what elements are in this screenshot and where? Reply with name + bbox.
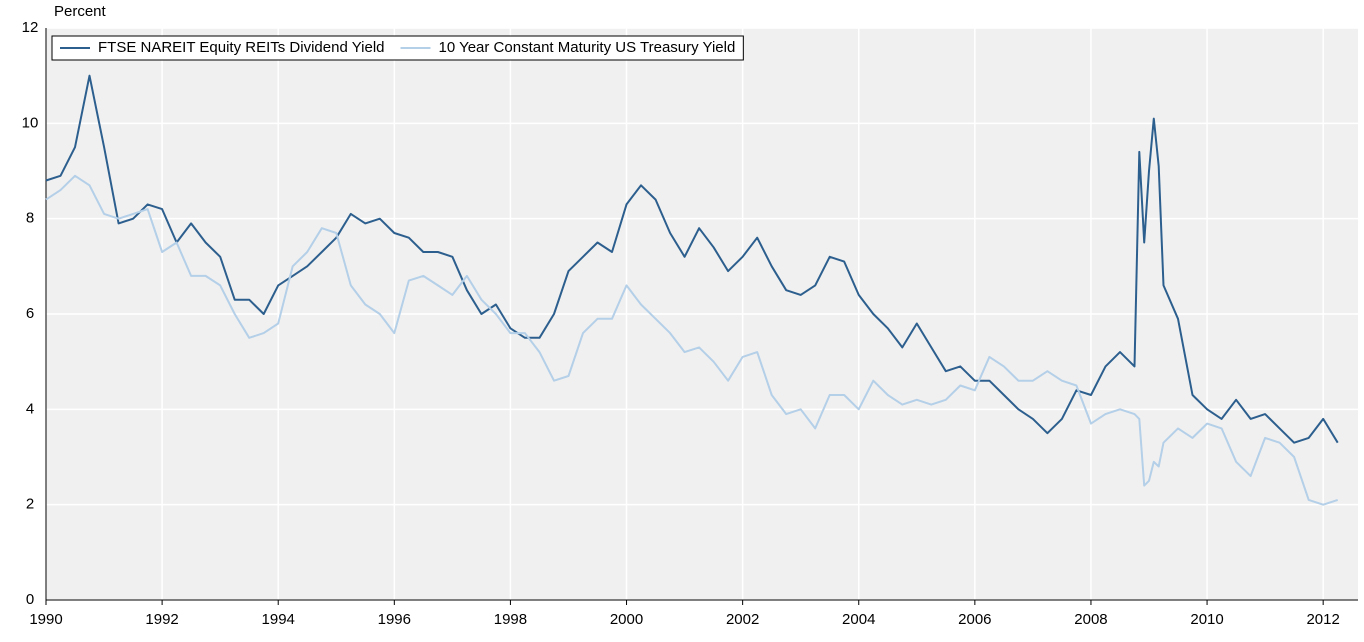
x-tick-label: 2006	[958, 611, 991, 628]
x-tick-label: 1992	[145, 611, 178, 628]
y-tick-label: 10	[22, 114, 39, 131]
y-tick-label: 4	[26, 400, 34, 417]
y-axis-label: Percent	[54, 3, 107, 20]
x-tick-label: 2010	[1190, 611, 1223, 628]
x-tick-label: 1996	[378, 611, 411, 628]
x-tick-label: 2004	[842, 611, 875, 628]
x-tick-label: 1990	[29, 611, 62, 628]
y-tick-label: 6	[26, 305, 34, 322]
x-tick-label: 1994	[262, 611, 295, 628]
x-tick-label: 2000	[610, 611, 643, 628]
series-line	[45, 74, 1339, 444]
y-tick-label: 2	[26, 496, 34, 513]
legend-label: FTSE NAREIT Equity REITs Dividend Yield	[98, 39, 385, 56]
x-tick-label: 2002	[726, 611, 759, 628]
series-line	[45, 174, 1339, 506]
x-tick-label: 2008	[1074, 611, 1107, 628]
x-tick-label: 2012	[1306, 611, 1339, 628]
y-tick-label: 8	[26, 210, 34, 227]
x-tick-label: 1998	[494, 611, 527, 628]
y-tick-label: 0	[26, 591, 34, 608]
legend-label: 10 Year Constant Maturity US Treasury Yi…	[439, 39, 736, 56]
legend-box	[51, 35, 744, 61]
legend: FTSE NAREIT Equity REITs Dividend Yield 1…	[51, 35, 744, 61]
y-tick-label: 12	[22, 19, 39, 36]
